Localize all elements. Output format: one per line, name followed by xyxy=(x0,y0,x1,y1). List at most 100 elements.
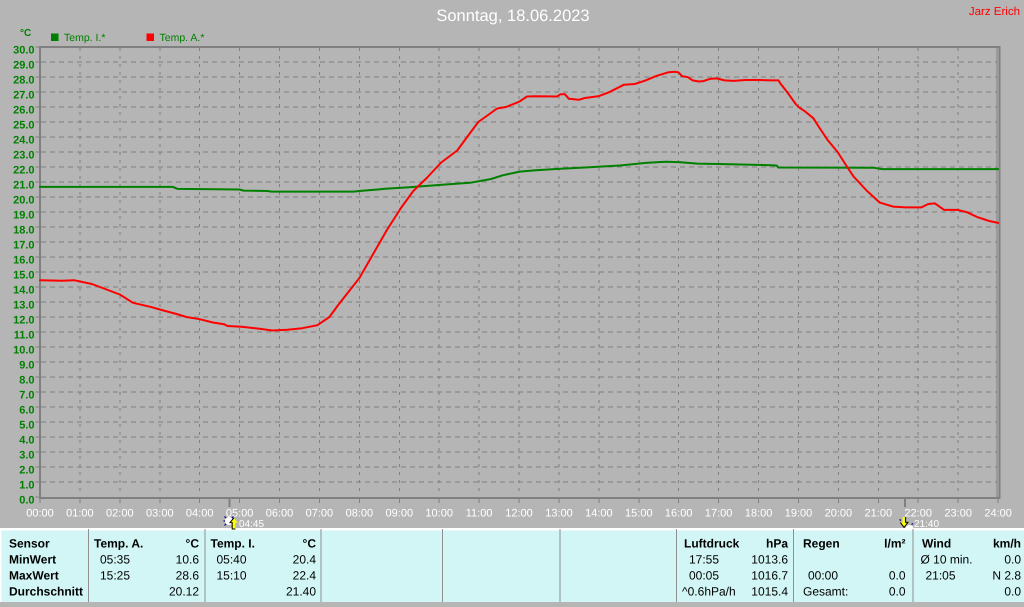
svg-text:22.4: 22.4 xyxy=(293,569,317,583)
svg-text:00:00: 00:00 xyxy=(26,508,54,520)
svg-text:1.0: 1.0 xyxy=(19,480,34,492)
svg-text:4.0: 4.0 xyxy=(19,435,34,447)
svg-text:6.0: 6.0 xyxy=(19,405,34,417)
svg-text:20.4: 20.4 xyxy=(293,553,317,567)
svg-text:15:25: 15:25 xyxy=(100,569,130,583)
svg-text:0.0: 0.0 xyxy=(1004,585,1021,599)
svg-text:00:05: 00:05 xyxy=(689,569,719,583)
svg-text:hPa: hPa xyxy=(766,537,788,551)
svg-text:0.0: 0.0 xyxy=(19,495,34,507)
svg-text:13:00: 13:00 xyxy=(545,508,573,520)
svg-text:11.0: 11.0 xyxy=(14,330,35,342)
svg-text:Wind: Wind xyxy=(922,537,951,551)
svg-text:07:00: 07:00 xyxy=(306,508,334,520)
svg-text:05:40: 05:40 xyxy=(217,553,247,567)
svg-text:10.6: 10.6 xyxy=(176,553,200,567)
svg-text:1016.7: 1016.7 xyxy=(751,569,788,583)
svg-text:3.0: 3.0 xyxy=(19,450,34,462)
svg-text:29.0: 29.0 xyxy=(13,60,34,72)
svg-text:°C: °C xyxy=(20,28,31,39)
svg-text:28.6: 28.6 xyxy=(176,569,200,583)
svg-text:21:05: 21:05 xyxy=(926,569,956,583)
svg-text:17:00: 17:00 xyxy=(705,508,733,520)
svg-text:26.0: 26.0 xyxy=(13,105,34,117)
svg-text:14:00: 14:00 xyxy=(585,508,613,520)
svg-text:km/h: km/h xyxy=(993,537,1021,551)
svg-text:Jarz Erich: Jarz Erich xyxy=(969,6,1020,18)
svg-text:7.0: 7.0 xyxy=(19,390,34,402)
svg-text:Ø 10 min.: Ø 10 min. xyxy=(921,553,973,567)
svg-text:24.0: 24.0 xyxy=(13,135,34,147)
svg-text:21:00: 21:00 xyxy=(865,508,893,520)
svg-text:22.0: 22.0 xyxy=(13,165,34,177)
svg-text:18.0: 18.0 xyxy=(13,225,34,237)
svg-text:17.0: 17.0 xyxy=(13,240,34,252)
svg-text:00:00: 00:00 xyxy=(808,569,838,583)
svg-text:12.0: 12.0 xyxy=(13,315,34,327)
svg-text:Temp. I.: Temp. I. xyxy=(211,537,255,551)
svg-text:N 2.8: N 2.8 xyxy=(992,569,1021,583)
svg-text:1015.4: 1015.4 xyxy=(751,585,788,599)
svg-text:01:00: 01:00 xyxy=(66,508,94,520)
svg-text:06:00: 06:00 xyxy=(266,508,294,520)
svg-text:27.0: 27.0 xyxy=(13,90,34,102)
svg-text:14.0: 14.0 xyxy=(13,285,34,297)
svg-text:03:00: 03:00 xyxy=(146,508,174,520)
svg-text:17:55: 17:55 xyxy=(689,553,719,567)
svg-text:15:10: 15:10 xyxy=(217,569,247,583)
svg-text:9.0: 9.0 xyxy=(19,360,34,372)
svg-text:25.0: 25.0 xyxy=(13,120,34,132)
svg-text:24:00: 24:00 xyxy=(984,508,1012,520)
svg-text:23.0: 23.0 xyxy=(13,150,34,162)
svg-text:04:45: 04:45 xyxy=(239,519,264,530)
svg-text:MaxWert: MaxWert xyxy=(9,569,59,583)
svg-text:0.0: 0.0 xyxy=(889,569,906,583)
svg-text:1013.6: 1013.6 xyxy=(751,553,788,567)
svg-text:10:00: 10:00 xyxy=(425,508,453,520)
svg-text:20.0: 20.0 xyxy=(13,195,34,207)
svg-text:16:00: 16:00 xyxy=(665,508,693,520)
svg-text:Regen: Regen xyxy=(803,537,840,551)
svg-text:Gesamt:: Gesamt: xyxy=(803,585,848,599)
svg-text:19:00: 19:00 xyxy=(785,508,813,520)
svg-text:16.0: 16.0 xyxy=(13,255,34,267)
svg-text:28.0: 28.0 xyxy=(13,75,34,87)
svg-text:21:40: 21:40 xyxy=(914,519,939,530)
svg-text:09:00: 09:00 xyxy=(386,508,414,520)
svg-text:20.12: 20.12 xyxy=(169,585,199,599)
svg-text:°C: °C xyxy=(303,537,317,551)
svg-text:5.0: 5.0 xyxy=(19,420,34,432)
svg-text:8.0: 8.0 xyxy=(19,375,34,387)
svg-text:Sonntag, 18.06.2023: Sonntag, 18.06.2023 xyxy=(436,7,589,25)
svg-text:2.0: 2.0 xyxy=(19,465,34,477)
svg-text:Durchschnitt: Durchschnitt xyxy=(9,585,83,599)
svg-text:10.0: 10.0 xyxy=(13,345,34,357)
svg-text:Temp. A.: Temp. A. xyxy=(94,537,143,551)
svg-text:02:00: 02:00 xyxy=(106,508,134,520)
svg-text:04:00: 04:00 xyxy=(186,508,214,520)
svg-text:08:00: 08:00 xyxy=(346,508,374,520)
svg-text:21.0: 21.0 xyxy=(13,180,34,192)
svg-text:12:00: 12:00 xyxy=(505,508,533,520)
svg-text:Sensor: Sensor xyxy=(9,537,50,551)
svg-text:11:00: 11:00 xyxy=(466,508,493,520)
svg-text:^0.6hPa/h: ^0.6hPa/h xyxy=(682,585,736,599)
svg-text:30.0: 30.0 xyxy=(13,45,34,57)
svg-text:0.0: 0.0 xyxy=(1004,553,1021,567)
svg-text:19.0: 19.0 xyxy=(13,210,34,222)
svg-text:Temp. I.*: Temp. I.* xyxy=(64,32,105,44)
svg-text:15.0: 15.0 xyxy=(13,270,34,282)
svg-text:13.0: 13.0 xyxy=(13,300,34,312)
svg-text:18:00: 18:00 xyxy=(745,508,773,520)
svg-text:°C: °C xyxy=(186,537,200,551)
svg-text:Temp. A.*: Temp. A.* xyxy=(160,32,205,44)
svg-text:MinWert: MinWert xyxy=(9,553,56,567)
svg-text:21.40: 21.40 xyxy=(286,585,316,599)
svg-text:l/m²: l/m² xyxy=(884,537,905,551)
svg-text:15:00: 15:00 xyxy=(625,508,653,520)
svg-text:22:00: 22:00 xyxy=(904,508,932,520)
svg-text:23:00: 23:00 xyxy=(944,508,972,520)
svg-text:05:35: 05:35 xyxy=(100,553,130,567)
svg-text:Luftdruck: Luftdruck xyxy=(684,537,740,551)
svg-text:0.0: 0.0 xyxy=(889,585,906,599)
